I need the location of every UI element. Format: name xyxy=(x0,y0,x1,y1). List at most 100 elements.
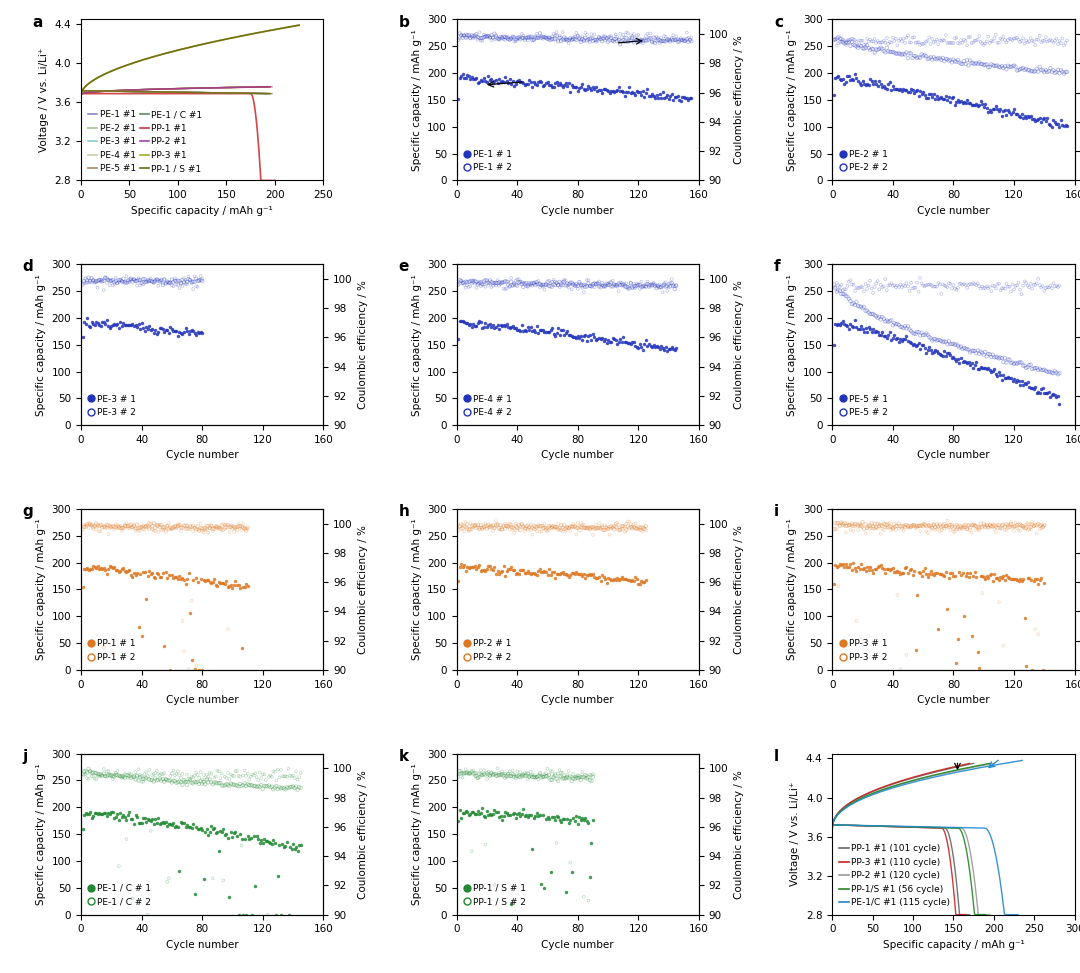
Point xyxy=(981,279,998,295)
Point xyxy=(512,519,529,534)
Point xyxy=(968,354,985,370)
Point xyxy=(453,68,470,84)
Point xyxy=(510,806,527,821)
Point xyxy=(1027,277,1044,293)
Point xyxy=(872,76,889,91)
Point xyxy=(449,573,467,589)
Y-axis label: Coulombic efficiency / %: Coulombic efficiency / % xyxy=(734,770,744,898)
Point xyxy=(942,517,959,532)
Point xyxy=(163,521,180,536)
Point xyxy=(584,527,602,543)
Point xyxy=(453,27,470,43)
Point xyxy=(910,518,928,533)
Point xyxy=(889,519,906,534)
Point xyxy=(535,323,552,339)
Point xyxy=(121,518,138,533)
Point xyxy=(877,329,894,344)
Point xyxy=(144,274,161,290)
Point xyxy=(159,273,176,289)
Point xyxy=(916,341,933,356)
Point xyxy=(573,277,591,293)
Point xyxy=(545,80,563,95)
Point xyxy=(197,824,214,840)
Point xyxy=(91,767,108,782)
Point xyxy=(475,319,492,335)
Point xyxy=(933,33,950,49)
Point xyxy=(591,516,608,531)
Point xyxy=(596,82,613,97)
Point xyxy=(569,28,586,44)
Point xyxy=(652,279,670,295)
Point xyxy=(589,520,606,535)
Point xyxy=(555,271,572,287)
Point xyxy=(498,770,515,785)
Point xyxy=(174,777,191,793)
Point xyxy=(897,647,915,663)
Point xyxy=(1002,106,1020,122)
Point xyxy=(629,83,646,98)
Point xyxy=(837,288,854,304)
Point xyxy=(833,286,850,302)
Point xyxy=(178,767,195,782)
Point xyxy=(162,319,179,335)
Point xyxy=(532,564,550,580)
Point xyxy=(107,765,124,780)
Point xyxy=(983,349,1000,365)
Point xyxy=(903,519,920,534)
Point xyxy=(829,516,847,531)
Point xyxy=(1020,374,1037,389)
Point xyxy=(147,520,164,535)
Point xyxy=(644,275,661,291)
Point xyxy=(1009,106,1026,122)
Point xyxy=(996,58,1013,74)
Point xyxy=(256,832,273,847)
Point xyxy=(505,30,523,46)
Point xyxy=(80,771,97,786)
Point xyxy=(512,324,529,340)
Point xyxy=(478,804,496,819)
Point xyxy=(950,36,968,52)
Point xyxy=(283,779,300,795)
Point xyxy=(457,520,474,535)
Point xyxy=(990,276,1008,292)
Point xyxy=(892,519,909,534)
Point xyxy=(580,893,597,909)
Point xyxy=(126,808,144,823)
Point xyxy=(167,569,185,585)
Point xyxy=(834,282,851,298)
Point xyxy=(990,517,1008,532)
Point xyxy=(143,823,160,839)
Point xyxy=(151,816,168,832)
Point xyxy=(991,282,1009,298)
Point xyxy=(1051,120,1068,135)
Point xyxy=(995,367,1012,382)
Point xyxy=(866,307,883,323)
Point xyxy=(583,520,600,535)
Point xyxy=(524,278,541,294)
Point xyxy=(908,587,926,602)
Point xyxy=(456,277,473,293)
Point xyxy=(1024,517,1041,532)
Point xyxy=(666,279,684,295)
Point xyxy=(1010,355,1027,371)
Point xyxy=(1037,62,1054,78)
Point xyxy=(897,83,915,98)
Point xyxy=(845,296,862,311)
Point xyxy=(192,571,210,587)
Point xyxy=(512,31,529,47)
Point xyxy=(584,80,602,95)
Point xyxy=(966,343,983,359)
Point xyxy=(895,320,913,336)
Point xyxy=(912,518,929,533)
Legend: PP-1 / S # 1, PP-1 / S # 2: PP-1 / S # 1, PP-1 / S # 2 xyxy=(461,881,529,910)
Point xyxy=(163,766,180,781)
Point xyxy=(825,522,842,537)
Point xyxy=(900,278,917,294)
Point xyxy=(1048,389,1065,405)
Point xyxy=(200,519,217,534)
Point xyxy=(555,768,572,783)
Point xyxy=(454,521,471,536)
Point xyxy=(897,559,915,575)
Point xyxy=(886,315,903,331)
Point xyxy=(1031,518,1049,533)
